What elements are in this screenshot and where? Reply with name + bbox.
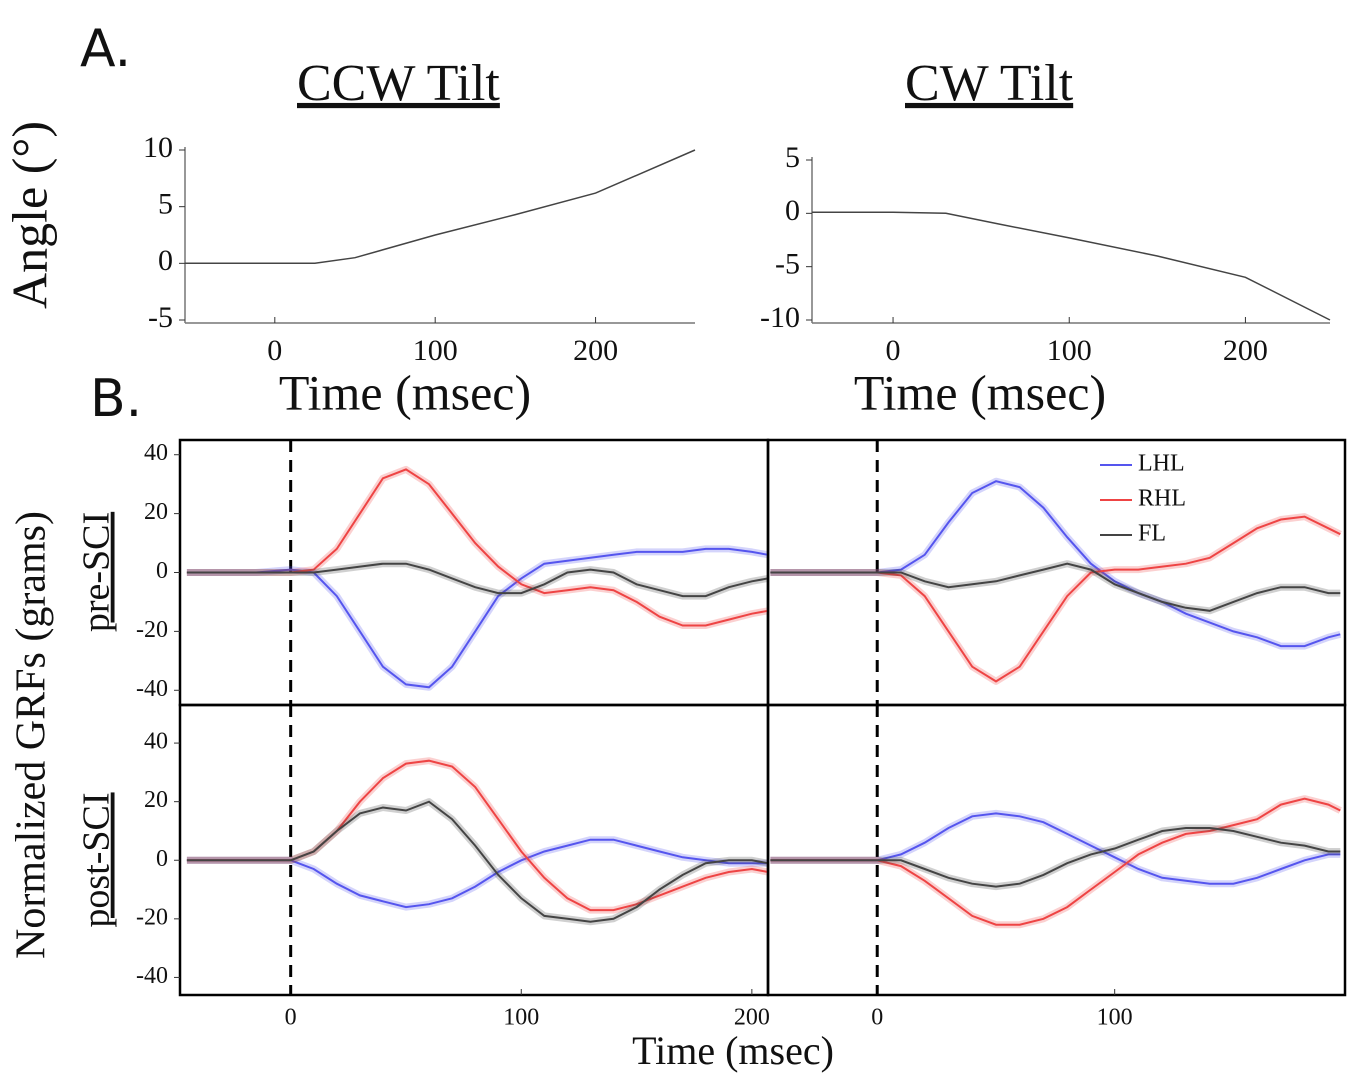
error-band bbox=[186, 465, 769, 629]
y-tick-label: 0 bbox=[156, 846, 168, 872]
series-line bbox=[770, 480, 1341, 648]
row-label: pre-SCI bbox=[76, 512, 118, 632]
x-tick-label: 0 bbox=[267, 334, 282, 367]
x-tick-label: 0 bbox=[285, 1005, 297, 1031]
y-tick-label: 0 bbox=[785, 194, 800, 227]
y-tick-label: 10 bbox=[143, 131, 173, 164]
y-tick-label: 0 bbox=[156, 558, 168, 584]
series-line bbox=[185, 149, 696, 265]
series-line bbox=[186, 562, 769, 598]
y-tick-label: -5 bbox=[148, 301, 173, 334]
chart-title: CCW Tilt bbox=[297, 55, 500, 112]
y-tick-label: -20 bbox=[136, 617, 168, 643]
x-tick-label: 200 bbox=[1223, 334, 1268, 367]
x-tick-label: 100 bbox=[413, 334, 458, 367]
x-axis-label: Time (msec) bbox=[854, 364, 1106, 420]
y-axis-label: Angle (°) bbox=[1, 121, 57, 309]
legend-label: RHL bbox=[1138, 486, 1186, 512]
y-tick-label: 20 bbox=[144, 787, 168, 813]
y-tick-label: -10 bbox=[760, 301, 800, 334]
legend-label: FL bbox=[1138, 521, 1166, 547]
series-line bbox=[770, 515, 1341, 683]
panel-label: A. bbox=[80, 19, 131, 79]
x-tick-label: 100 bbox=[1097, 1005, 1133, 1031]
error-band bbox=[186, 798, 769, 926]
series-line bbox=[186, 800, 769, 923]
y-tick-label: 40 bbox=[144, 440, 168, 466]
y-tick-label: -40 bbox=[136, 963, 168, 989]
x-axis-label: Time (msec) bbox=[632, 1028, 834, 1073]
series-line bbox=[812, 211, 1331, 321]
error-band bbox=[770, 560, 1341, 615]
x-tick-label: 0 bbox=[871, 1005, 883, 1031]
plot-frame bbox=[766, 703, 1347, 997]
x-tick-label: 200 bbox=[734, 1005, 770, 1031]
x-axis-label: Time (msec) bbox=[279, 364, 531, 420]
series-line bbox=[186, 468, 769, 627]
x-tick-label: 200 bbox=[573, 334, 618, 367]
y-tick-label: 40 bbox=[144, 729, 168, 755]
y-tick-label: 20 bbox=[144, 499, 168, 525]
y-tick-label: -5 bbox=[775, 248, 800, 281]
x-tick-label: 100 bbox=[1047, 334, 1092, 367]
error-band bbox=[770, 809, 1341, 888]
series-line bbox=[770, 562, 1341, 612]
y-tick-label: 5 bbox=[785, 141, 800, 174]
series-line bbox=[770, 797, 1341, 926]
y-tick-label: 5 bbox=[158, 188, 173, 221]
series-line bbox=[770, 827, 1341, 888]
y-tick-label: -20 bbox=[136, 904, 168, 930]
error-band bbox=[770, 513, 1342, 685]
series-line bbox=[186, 838, 768, 909]
y-axis-label: Normalized GRFs (grams) bbox=[9, 511, 55, 959]
chart-title: CW Tilt bbox=[905, 55, 1074, 112]
y-tick-label: -40 bbox=[136, 676, 168, 702]
panel-label: B. bbox=[90, 369, 142, 429]
row-label: post-SCI bbox=[76, 792, 118, 927]
plot-frame bbox=[178, 703, 770, 997]
series-line bbox=[770, 812, 1341, 885]
legend-label: LHL bbox=[1138, 451, 1185, 477]
x-tick-label: 0 bbox=[886, 334, 901, 367]
y-tick-label: 0 bbox=[158, 244, 173, 277]
x-tick-label: 100 bbox=[503, 1005, 539, 1031]
